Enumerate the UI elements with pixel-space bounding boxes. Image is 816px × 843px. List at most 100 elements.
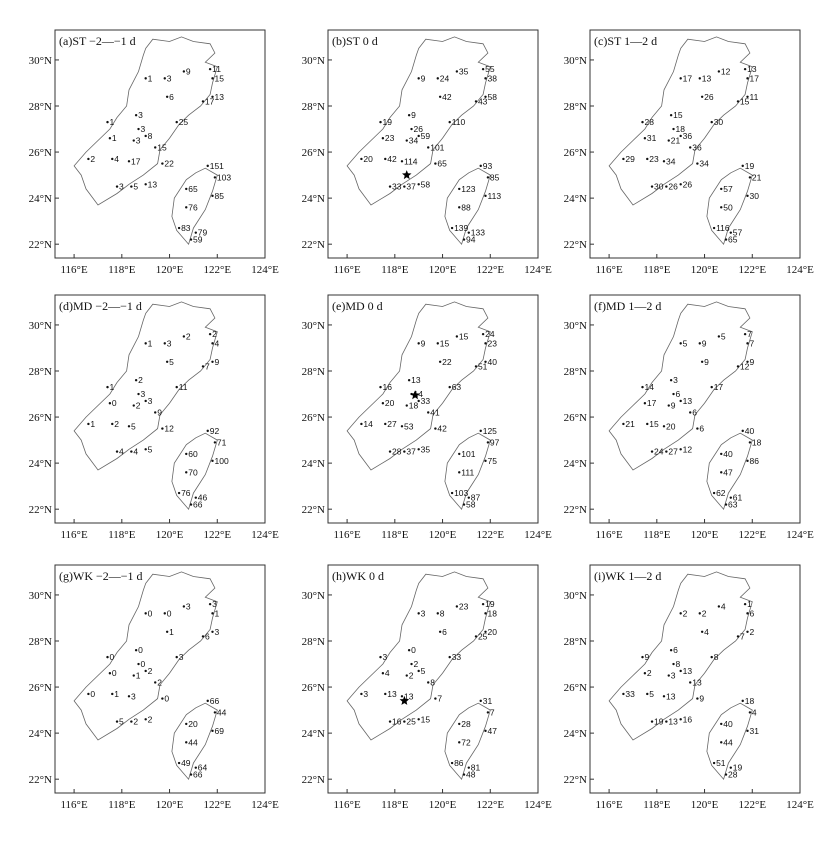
- panel-title: (h)WK 0 d: [332, 569, 384, 583]
- station-value: 57: [723, 184, 733, 194]
- station-dot: [746, 612, 749, 615]
- station-value: 20: [385, 398, 395, 408]
- station-value: 6: [692, 407, 697, 417]
- station-value: 25: [406, 717, 416, 727]
- station-dot: [696, 697, 699, 700]
- station-dot: [410, 662, 413, 666]
- y-tick-label: 24°N: [29, 193, 52, 205]
- station-dot: [165, 360, 169, 363]
- y-tick-label: 30°N: [564, 55, 587, 67]
- panel-title: (c)ST 1—2 d: [594, 34, 657, 48]
- panel-title: (f)MD 1—2 d: [594, 299, 661, 313]
- station-dot: [467, 496, 470, 499]
- station-value: 47: [723, 467, 733, 477]
- station-dot: [743, 602, 747, 606]
- station-value: 31: [750, 726, 760, 736]
- station-value: 25: [478, 631, 488, 641]
- station-dot: [462, 238, 466, 241]
- station-value: 63: [452, 382, 462, 392]
- station-value: 3: [167, 73, 172, 83]
- station-dot: [144, 77, 147, 80]
- station-value: 66: [193, 770, 203, 780]
- station-dot: [622, 422, 625, 426]
- station-dot: [736, 365, 740, 368]
- y-tick-label: 30°N: [564, 590, 587, 602]
- y-tick-label: 28°N: [302, 101, 325, 113]
- map-panel: 116°E 118°E 120°E 122°E 124°E 22°N 24°N 26°N 28°…: [29, 294, 279, 541]
- y-tick-label: 28°N: [29, 101, 52, 113]
- station-value: 123: [461, 184, 475, 194]
- station-dot: [669, 114, 673, 117]
- station-value: 6: [205, 631, 210, 641]
- x-tick-label: 122°E: [476, 264, 504, 276]
- station-dot: [182, 335, 186, 338]
- map-panel: 116°E 118°E 120°E 122°E 124°E 22°N 24°N 26°N 28°…: [29, 564, 279, 811]
- station-value: 13: [668, 717, 678, 727]
- x-tick-label: 124°E: [786, 529, 814, 541]
- x-tick-label: 122°E: [738, 529, 766, 541]
- x-tick-label: 122°E: [738, 799, 766, 811]
- station-value: 1: [114, 689, 119, 699]
- x-tick-label: 118°E: [381, 264, 408, 276]
- station-value: 24: [440, 73, 450, 83]
- station-value: 101: [461, 449, 475, 459]
- station-value: 13: [747, 64, 757, 74]
- y-tick-label: 30°N: [302, 590, 325, 602]
- coastline: [346, 36, 491, 206]
- station-value: 94: [466, 235, 476, 245]
- station-value: 72: [461, 737, 471, 747]
- station-dot: [381, 402, 385, 405]
- station-value: 87: [471, 493, 481, 503]
- x-tick-label: 118°E: [643, 529, 670, 541]
- station-value: 38: [488, 73, 498, 83]
- station-dot: [194, 496, 197, 499]
- station-dot: [154, 411, 157, 414]
- station-value: 4: [721, 601, 726, 611]
- station-value: 26: [668, 182, 678, 192]
- station-value: 17: [647, 398, 657, 408]
- station-dot: [211, 630, 214, 633]
- station-dot: [679, 448, 682, 451]
- station-dot: [208, 67, 212, 71]
- station-dot: [388, 185, 392, 188]
- x-tick-label: 120°E: [156, 264, 184, 276]
- x-tick-label: 116°E: [595, 264, 622, 276]
- station-dot: [450, 226, 454, 230]
- station-value: 19: [733, 763, 743, 773]
- station-dot: [185, 452, 188, 456]
- station-dot: [108, 137, 112, 140]
- station-value: 3: [215, 627, 220, 637]
- station-dot: [115, 450, 119, 453]
- station-dot: [458, 741, 461, 744]
- station-value: 4: [704, 627, 709, 637]
- station-value: 22: [164, 159, 174, 169]
- station-dot: [724, 773, 728, 776]
- station-dot: [185, 722, 188, 726]
- station-value: 3: [671, 671, 676, 681]
- station-value: 5: [683, 338, 688, 348]
- station-dot: [467, 231, 470, 234]
- station-value: 1: [148, 73, 153, 83]
- station-dot: [130, 450, 133, 453]
- station-dot: [161, 427, 164, 430]
- station-dot: [700, 630, 704, 633]
- station-dot: [729, 766, 732, 769]
- station-dot: [484, 360, 487, 363]
- station-dot: [474, 100, 478, 103]
- station-value: 0: [148, 608, 153, 618]
- station-value: 19: [654, 717, 664, 727]
- station-dot: [134, 114, 138, 117]
- station-dot: [211, 95, 214, 98]
- station-value: 33: [625, 689, 635, 699]
- station-dot: [360, 692, 363, 696]
- station-value: 13: [692, 677, 702, 687]
- station-value: 1: [169, 627, 174, 637]
- station-dot: [646, 692, 649, 696]
- station-dot: [746, 342, 749, 345]
- station-value: 13: [683, 666, 693, 676]
- station-dot: [108, 402, 112, 405]
- station-dot: [484, 459, 487, 463]
- station-value: 11: [750, 92, 759, 102]
- station-value: 93: [483, 161, 493, 171]
- station-value: 12: [721, 66, 731, 76]
